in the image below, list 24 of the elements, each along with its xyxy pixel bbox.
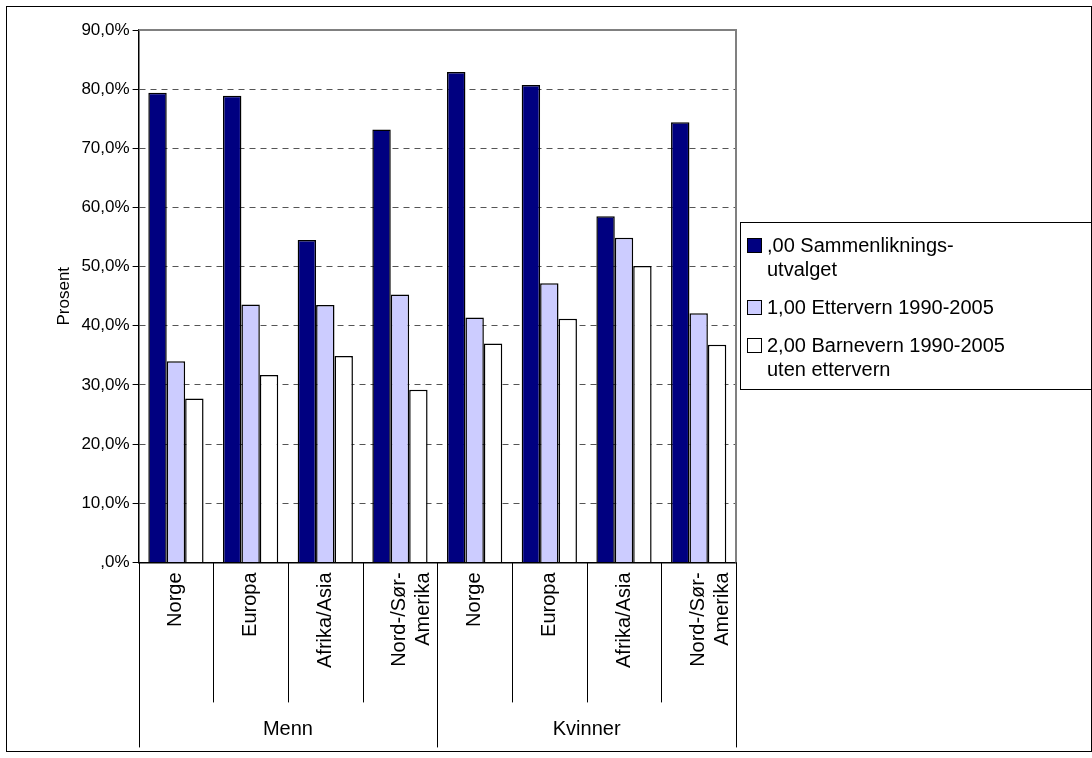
x-tick-label: Norge: [462, 572, 485, 627]
text: 2,00 Barnevern 1990-2005 uten ettervern: [767, 333, 1006, 381]
y-tick-label: 80,0%: [81, 78, 130, 98]
legend-label: 1,00 Ettervern 1990-2005: [767, 295, 995, 319]
x-tick-label: Afrika/Asia: [611, 571, 634, 669]
x-tick-label: Nord-/Sør-Amerika: [387, 571, 434, 667]
y-tick-label: 50,0%: [81, 256, 130, 276]
x-tick-label: Europa: [238, 571, 261, 637]
y-axis-title: Prosent: [53, 266, 73, 326]
y-tick-label: 90,0%: [81, 19, 130, 39]
legend-label: ,00 Sammenliknings-utvalget: [767, 233, 955, 281]
y-tick-label: 40,0%: [81, 315, 130, 335]
y-tick-label: 70,0%: [81, 138, 130, 157]
x-tick-label: Europa: [536, 571, 559, 637]
text: Menn: [262, 716, 313, 739]
x-tick-label: Norge: [163, 572, 186, 627]
text: Kvinner: [552, 716, 621, 739]
y-tick-label: ,0%: [100, 552, 130, 572]
x-tick-label: Nord-/Sør-Amerika: [686, 571, 733, 667]
y-tick-label: 20,0%: [81, 433, 130, 453]
y-tick-label: 60,0%: [81, 197, 130, 217]
y-tick-label: 10,0%: [81, 492, 130, 512]
x-tick-label: Afrika/Asia: [312, 571, 335, 669]
y-tick-label: 30,0%: [81, 374, 130, 394]
